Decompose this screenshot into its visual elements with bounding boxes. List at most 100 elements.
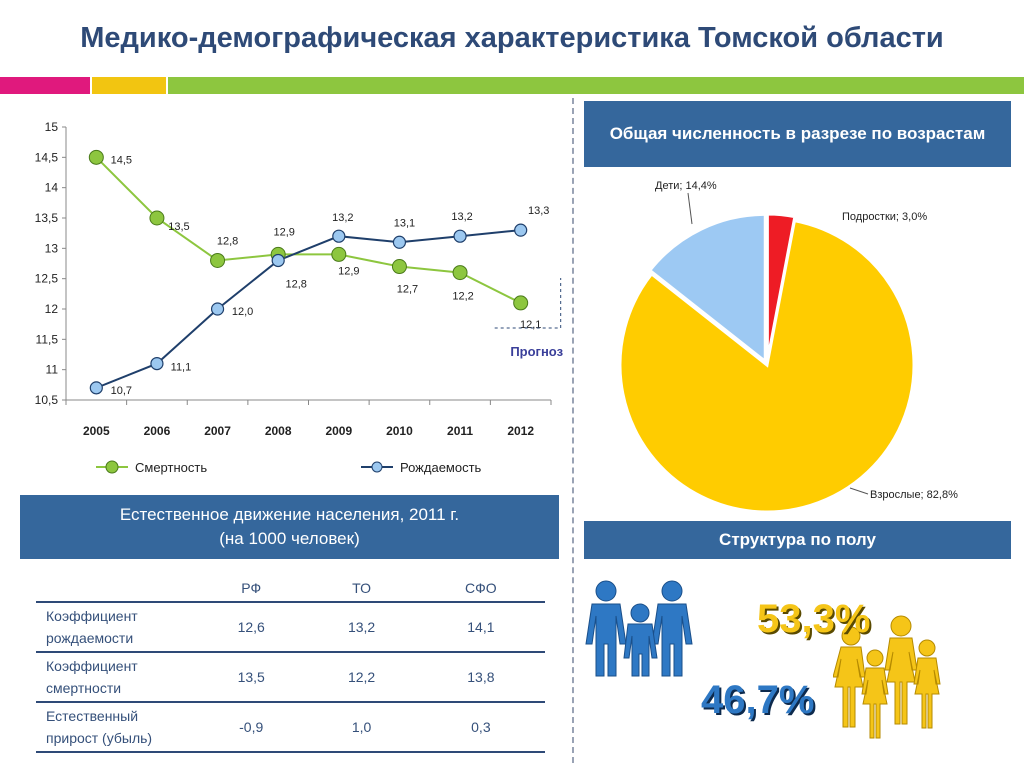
cell: 13,8: [416, 651, 545, 702]
pie-slice-children: [647, 212, 767, 365]
mortality-point: [210, 252, 226, 268]
page-title: Медико-демографическая характеристика То…: [80, 22, 944, 54]
gender-header: Структура по полу: [584, 521, 1011, 559]
cell: 12,2: [306, 651, 417, 702]
cell: 1,0: [306, 701, 417, 753]
x-tick-label: 2011: [447, 424, 473, 438]
birth-data-label: 13,1: [394, 217, 415, 229]
x-tick-label: 2012: [507, 424, 534, 438]
birth-point: [453, 229, 467, 243]
table-header: Естественное движение населения, 2011 г.…: [20, 495, 559, 559]
pie-label-teens: Подростки; 3,0%: [842, 211, 927, 223]
row-label-line1: Естественный: [46, 708, 139, 724]
mortality-data-label: 12,2: [452, 291, 473, 303]
mortality-point: [331, 246, 347, 262]
y-tick-label: 12,5: [35, 272, 59, 286]
row-label-line2: смертности: [46, 680, 122, 696]
y-tick-label: 13,5: [35, 211, 59, 225]
mortality-point: [149, 210, 165, 226]
table-header-row: РФ ТО СФО: [36, 574, 545, 602]
col-to: ТО: [352, 579, 371, 596]
series-line-birth: [95, 229, 521, 389]
row-label: Естественный прирост (убыль): [36, 701, 196, 753]
mortality-point: [391, 259, 407, 275]
gender-title: Структура по полу: [719, 530, 876, 549]
pie-label-children: Дети; 14,4%: [655, 180, 717, 192]
forecast-annotation: Прогноз: [510, 344, 563, 359]
legend-marker-birth: [371, 461, 383, 473]
female-figures-icon: [833, 615, 941, 739]
birth-point: [332, 229, 346, 243]
y-tick-label: 14,5: [35, 150, 59, 164]
series-line-mortality: [95, 156, 522, 304]
cell: 12,6: [196, 601, 307, 652]
mortality-data-label: 14,5: [111, 154, 132, 166]
legend-label-mortality: Смертность: [135, 460, 207, 475]
cell: 13,5: [196, 651, 307, 702]
female-percent: 53,3%: [757, 597, 871, 641]
row-label-line1: Коэффициент: [46, 608, 138, 624]
birth-data-label: 13,3: [528, 205, 549, 217]
birth-data-label: 13,2: [332, 212, 353, 224]
birth-data-label: 12,8: [285, 278, 306, 290]
birth-data-label: 11,1: [171, 362, 192, 374]
birth-point: [271, 253, 285, 268]
mortality-data-label: 12,8: [217, 235, 238, 247]
stripe-magenta: [0, 77, 90, 94]
mortality-point: [452, 265, 468, 281]
mortality-data-label: 12,9: [273, 226, 294, 238]
pie-leader-adults: [849, 487, 869, 495]
x-tick-label: 2010: [386, 424, 413, 438]
pie-title: Общая численность в разрезе по возрастам: [609, 124, 986, 143]
y-tick-label: 12: [45, 302, 59, 316]
table-row: Естественный прирост (убыль) -0,9 1,0 0,3: [36, 701, 545, 753]
mortality-data-label: 12,7: [397, 284, 418, 296]
vertical-divider: [572, 98, 574, 763]
row-label-line1: Коэффициент: [46, 658, 138, 674]
table-corner: [36, 574, 196, 602]
birth-data-label: 13,2: [451, 211, 472, 223]
legend-label-birth: Рождаемость: [400, 460, 482, 475]
stats-table: РФ ТО СФО Коэффициент рождаемости 12,6 13…: [36, 574, 545, 753]
x-tick-label: 2009: [325, 424, 352, 438]
table-row: Коэффициент смертности 13,5 12,2 13,8: [36, 651, 545, 702]
y-tick-label: 14: [45, 181, 59, 195]
col-rf: РФ: [241, 579, 262, 596]
mortality-data-label: 12,1: [520, 319, 541, 331]
cell: 0,3: [416, 701, 545, 753]
pie-chart: Подростки; 3,0% Взрослые; 82,8% Дети; 14,4…: [618, 180, 958, 514]
birth-point: [514, 223, 528, 237]
y-tick-label: 11,5: [36, 332, 59, 346]
y-tick-label: 10,5: [35, 393, 59, 407]
row-label: Коэффициент рождаемости: [36, 601, 196, 652]
birth-data-label: 12,0: [232, 306, 253, 318]
forecast-bracket: [494, 278, 562, 329]
table-title-line1: Естественное движение населения, 2011 г.: [119, 505, 460, 524]
stripe-yellow: [92, 77, 166, 94]
birth-point: [150, 357, 164, 371]
birth-point: [89, 381, 103, 395]
pie-header: Общая численность в разрезе по возрастам: [584, 101, 1011, 167]
y-tick-label: 15: [45, 120, 59, 134]
stripe-green: [168, 77, 1024, 94]
y-tick-label: 13: [45, 241, 59, 255]
col-sfo: СФО: [465, 579, 497, 596]
male-percent: 46,7%: [701, 678, 815, 722]
mortality-data-label: 13,5: [168, 221, 189, 233]
birth-point: [210, 302, 225, 316]
x-tick-label: 2007: [204, 424, 231, 438]
line-chart: 10,5 11 11,5 12 12,5 13 13,5 14 14,5 15 2005 2006 20…: [35, 120, 564, 475]
row-label: Коэффициент смертности: [36, 651, 196, 702]
x-tick-label: 2008: [265, 424, 292, 438]
birth-data-label: 10,7: [111, 385, 132, 397]
mortality-data-label: 12,9: [338, 265, 359, 277]
cell: -0,9: [196, 701, 307, 753]
pie-leader-children: [687, 192, 693, 225]
row-label-line2: рождаемости: [46, 630, 134, 646]
pie-label-adults: Взрослые; 82,8%: [870, 489, 958, 501]
pie-slice-adults: [618, 218, 916, 514]
row-label-line2: прирост (убыль): [46, 730, 153, 746]
x-tick-label: 2006: [144, 424, 171, 438]
y-tick-label: 11: [46, 363, 59, 377]
legend-marker-mortality: [105, 460, 119, 474]
